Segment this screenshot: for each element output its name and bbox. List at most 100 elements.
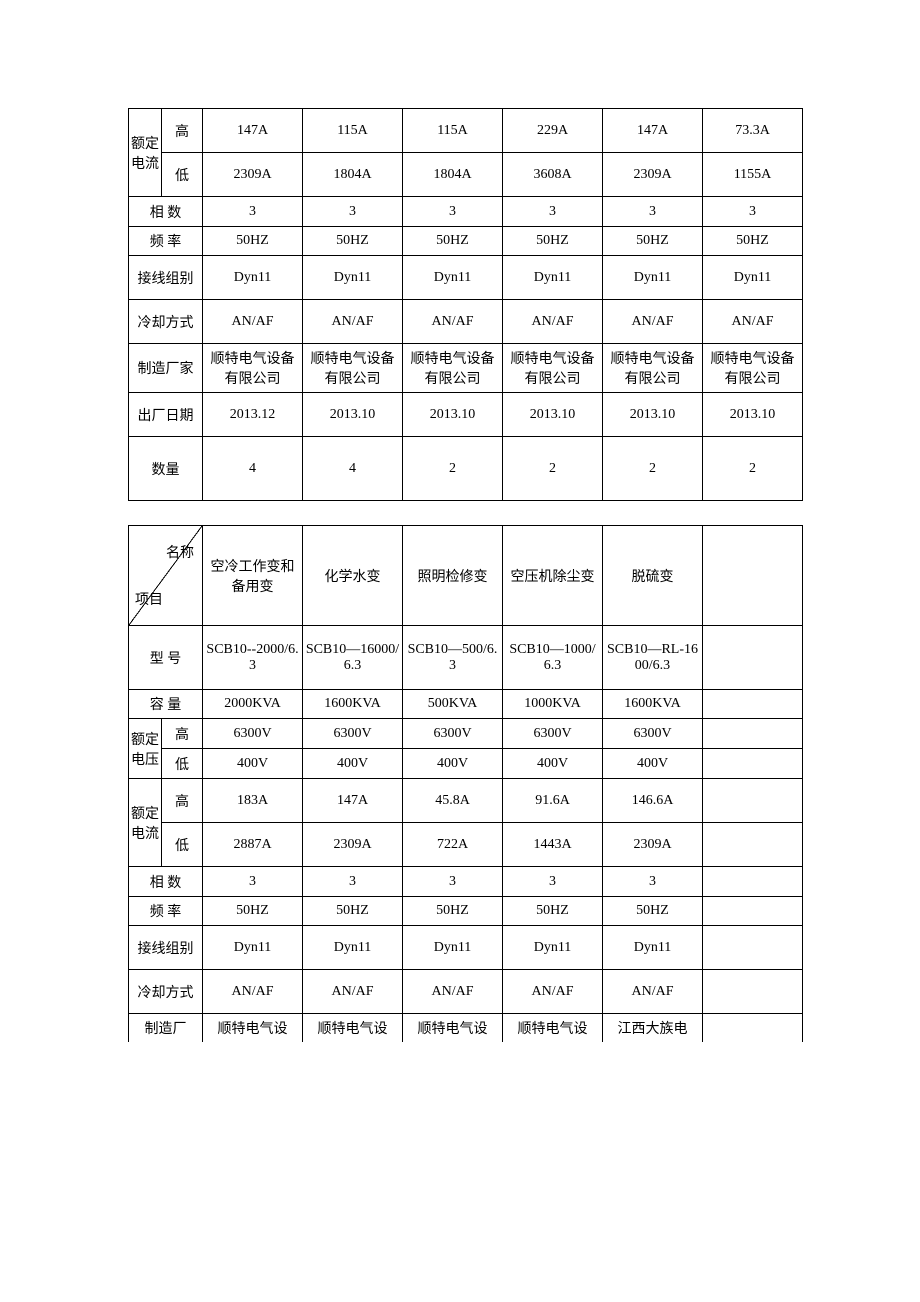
cell — [703, 626, 803, 690]
cell: 3 — [303, 197, 403, 227]
cell: 400V — [503, 749, 603, 779]
cell: 顺特电气设备有限公司 — [403, 344, 503, 393]
cell: Dyn11 — [303, 926, 403, 970]
row-sub-low: 低 — [162, 823, 203, 867]
cell — [703, 690, 803, 719]
cell: 50HZ — [503, 897, 603, 926]
cell: 147A — [203, 109, 303, 153]
cell: Dyn11 — [603, 256, 703, 300]
row-label-rated-voltage: 额定电压 — [129, 719, 162, 779]
cell — [703, 897, 803, 926]
cell: Dyn11 — [203, 256, 303, 300]
cell: 顺特电气设备有限公司 — [603, 344, 703, 393]
cell: 2013.10 — [603, 393, 703, 437]
cell: AN/AF — [703, 300, 803, 344]
row-label-wiring: 接线组别 — [129, 256, 203, 300]
diag-header: 名称 项目 — [129, 526, 203, 626]
cell — [703, 1014, 803, 1043]
cell: 顺特电气设 — [303, 1014, 403, 1043]
cell: 1155A — [703, 153, 803, 197]
cell: 2 — [603, 437, 703, 501]
cell: 115A — [303, 109, 403, 153]
cell: 江西大族电 — [603, 1014, 703, 1043]
cell: AN/AF — [303, 970, 403, 1014]
cell: AN/AF — [603, 970, 703, 1014]
cell: 3 — [503, 867, 603, 897]
cell: AN/AF — [603, 300, 703, 344]
cell: 50HZ — [703, 227, 803, 256]
cell: 顺特电气设备有限公司 — [703, 344, 803, 393]
cell: AN/AF — [403, 300, 503, 344]
cell: 3 — [703, 197, 803, 227]
cell: SCB10—16000/6.3 — [303, 626, 403, 690]
cell: 顺特电气设备有限公司 — [203, 344, 303, 393]
cell: Dyn11 — [703, 256, 803, 300]
row-label-cooling: 冷却方式 — [129, 300, 203, 344]
cell: 3 — [203, 867, 303, 897]
row-label-rated-current: 额定电流 — [129, 779, 162, 867]
cell: 2309A — [603, 823, 703, 867]
cell: 6300V — [203, 719, 303, 749]
cell: 2013.10 — [403, 393, 503, 437]
row-label-freq: 频 率 — [129, 897, 203, 926]
cell: Dyn11 — [503, 926, 603, 970]
row-sub-low: 低 — [162, 749, 203, 779]
cell: 50HZ — [403, 897, 503, 926]
cell: 50HZ — [203, 897, 303, 926]
cell: 91.6A — [503, 779, 603, 823]
cell: 1600KVA — [303, 690, 403, 719]
cell: 115A — [403, 109, 503, 153]
diag-bottom-left: 项目 — [135, 589, 163, 609]
cell: 3 — [603, 197, 703, 227]
cell: 2887A — [203, 823, 303, 867]
row-sub-high: 高 — [162, 779, 203, 823]
cell: 4 — [203, 437, 303, 501]
row-label-cooling: 冷却方式 — [129, 970, 203, 1014]
cell: 45.8A — [403, 779, 503, 823]
row-label-freq: 频 率 — [129, 227, 203, 256]
cell: 2309A — [303, 823, 403, 867]
cell: 2013.12 — [203, 393, 303, 437]
cell: 183A — [203, 779, 303, 823]
cell: 2013.10 — [303, 393, 403, 437]
cell: 2309A — [203, 153, 303, 197]
cell — [703, 823, 803, 867]
row-label-mfg-date: 出厂日期 — [129, 393, 203, 437]
cell — [703, 779, 803, 823]
cell: 6300V — [303, 719, 403, 749]
col-head: 空压机除尘变 — [503, 526, 603, 626]
cell: 1804A — [303, 153, 403, 197]
cell: 50HZ — [403, 227, 503, 256]
cell: 500KVA — [403, 690, 503, 719]
cell: AN/AF — [403, 970, 503, 1014]
row-label-wiring: 接线组别 — [129, 926, 203, 970]
cell: 400V — [403, 749, 503, 779]
page: 额定电流 高 147A 115A 115A 229A 147A 73.3A 低 … — [0, 0, 920, 1042]
cell: 3 — [203, 197, 303, 227]
cell: 1000KVA — [503, 690, 603, 719]
cell: 2 — [703, 437, 803, 501]
cell: SCB10—1000/6.3 — [503, 626, 603, 690]
cell: Dyn11 — [203, 926, 303, 970]
cell: SCB10—500/6.3 — [403, 626, 503, 690]
cell: 3608A — [503, 153, 603, 197]
spec-table-2: 名称 项目 空冷工作变和备用变 化学水变 照明检修变 空压机除尘变 脱硫变 型 … — [128, 525, 803, 1042]
cell: 1600KVA — [603, 690, 703, 719]
cell: 400V — [303, 749, 403, 779]
cell: Dyn11 — [303, 256, 403, 300]
cell: 229A — [503, 109, 603, 153]
row-label-phase: 相 数 — [129, 867, 203, 897]
cell — [703, 719, 803, 749]
cell: AN/AF — [503, 970, 603, 1014]
row-label-phase: 相 数 — [129, 197, 203, 227]
cell: 400V — [203, 749, 303, 779]
cell: 顺特电气设备有限公司 — [503, 344, 603, 393]
cell: 50HZ — [503, 227, 603, 256]
cell: 顺特电气设 — [203, 1014, 303, 1043]
row-label-model: 型 号 — [129, 626, 203, 690]
col-head: 脱硫变 — [603, 526, 703, 626]
cell: Dyn11 — [503, 256, 603, 300]
col-head: 照明检修变 — [403, 526, 503, 626]
cell: 722A — [403, 823, 503, 867]
row-label-maker: 制造厂 — [129, 1014, 203, 1043]
